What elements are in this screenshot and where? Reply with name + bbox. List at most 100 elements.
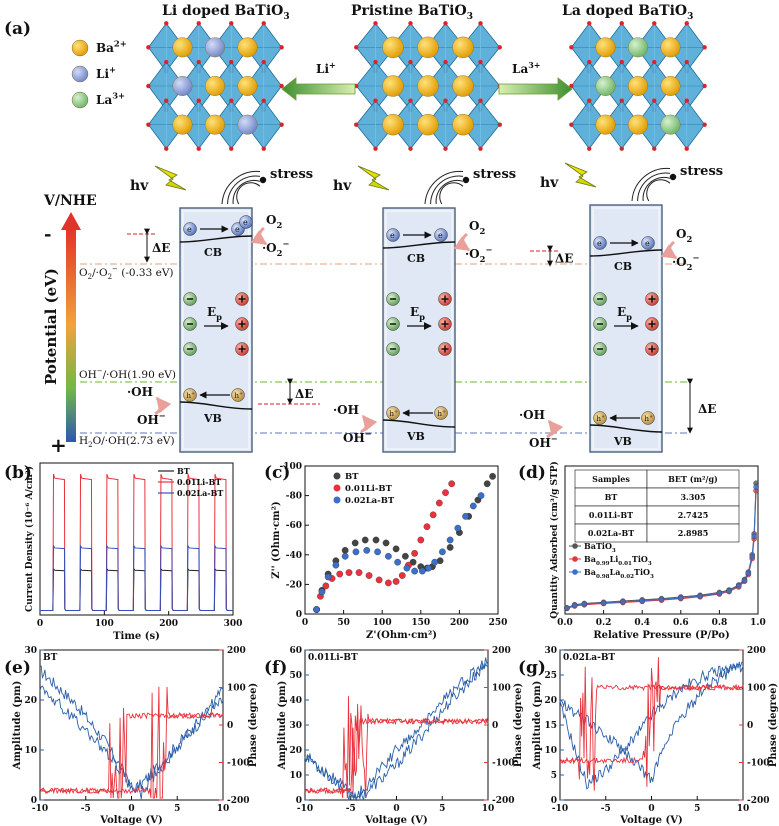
- legend-label: BT: [345, 472, 359, 482]
- stress-wave: [430, 175, 464, 205]
- electron-symbol: e: [187, 225, 192, 234]
- y-axis-label-right: Phase (degree): [768, 683, 779, 768]
- oxygen-atom: [373, 98, 378, 103]
- oxygen-atom: [684, 59, 689, 65]
- y-tick-label: 100: [227, 684, 246, 694]
- potential-o2: O2/·O2− (-0.33 eV): [79, 265, 174, 281]
- charge-carrier: [183, 222, 197, 236]
- data-point-BT: [382, 539, 390, 547]
- data-point-0.02La-BT: [418, 567, 426, 575]
- oh-ion-label: OH−: [529, 434, 558, 450]
- data-point-0.02La-BT: [318, 588, 326, 596]
- data-point: [678, 595, 684, 601]
- stress-label: stress: [270, 167, 313, 182]
- oxygen-atom: [478, 59, 483, 65]
- stress-wave: [439, 182, 464, 205]
- legend-marker: [333, 496, 341, 504]
- data-point-0.01Li-BT: [429, 511, 437, 519]
- data-point-0.01Li-BT: [423, 523, 431, 531]
- ion-legend-marker: [71, 65, 89, 83]
- chart-photocurrent: 0 100 200 300 Time (s) Current Density (10⁻⁶ …: [24, 462, 242, 642]
- oxygen-atom: [229, 98, 234, 103]
- oxidation-arrow: [360, 414, 378, 434]
- ep-label: Ep: [410, 305, 425, 322]
- chart-pfm-li: -10 -5 0 5 100102030405060-200-1000100200Vol…: [277, 646, 524, 826]
- y-tick-label: 200: [492, 646, 511, 656]
- x-axis-label: Relative Pressure (P/Po): [593, 630, 729, 641]
- table-header: BET (m²/g): [668, 474, 718, 484]
- table-value: BT: [605, 492, 618, 502]
- charge-carrier: [641, 236, 655, 250]
- phase-curve: [304, 705, 489, 799]
- x-tick-label: 0.2: [596, 618, 612, 628]
- hv-label: hv: [540, 175, 559, 191]
- superoxide-label: ·O2−: [465, 245, 493, 265]
- oxygen-atom: [164, 21, 169, 26]
- crystal-li-doped: [146, 21, 284, 151]
- data-point-0.02La-BT: [313, 606, 320, 613]
- oxygen-atom: [587, 59, 592, 65]
- oxygen-atom: [569, 83, 574, 89]
- oxygen-atom: [443, 59, 448, 65]
- a-site-cation: [205, 114, 225, 135]
- x-tick-label: -5: [346, 804, 356, 814]
- potential-axis-label: Potential (eV): [42, 268, 60, 385]
- chart-title: BT: [43, 653, 58, 663]
- ion-legend-label: La3+: [96, 91, 125, 107]
- light-bolt-icon: [154, 165, 187, 191]
- electron-symbol: e: [390, 231, 395, 240]
- table-value: 3.305: [680, 492, 705, 502]
- y-tick-label: 10: [544, 746, 557, 756]
- x-tick-label: 0: [302, 618, 308, 628]
- data-point: [735, 583, 742, 589]
- oxygen-atom: [229, 146, 234, 151]
- y-tick-label: 30: [544, 646, 557, 656]
- charge-carrier: [239, 215, 253, 229]
- a-site-cation: [172, 114, 193, 135]
- svg-text:+: +: [50, 433, 67, 457]
- oxygen-atom: [146, 45, 151, 50]
- y-tick-label: 20: [24, 696, 37, 706]
- oxygen-atom: [684, 98, 689, 103]
- y-tick-label: 100: [747, 684, 766, 694]
- hole-symbol: h+: [597, 414, 606, 423]
- y-tick-label: -20: [286, 580, 302, 590]
- x-tick-label: 5: [439, 804, 445, 814]
- y-axis-label-right: Phase (degree): [248, 683, 259, 768]
- oxygen-atom: [261, 59, 266, 65]
- plot-frame: [564, 465, 759, 615]
- oxygen-atom: [373, 146, 378, 151]
- data-point-0.02La-BT: [431, 558, 439, 566]
- charge-carrier: [183, 388, 197, 402]
- panel-label-a: (a): [4, 19, 31, 39]
- table-cell: [646, 523, 740, 543]
- phase-curve: [559, 666, 744, 791]
- y-tick-label: 200: [747, 646, 766, 656]
- x-tick-label: 10: [737, 804, 750, 814]
- data-point-0.02La-BT: [454, 524, 462, 532]
- a-site-cation: [237, 76, 258, 96]
- title-pristine: Pristine BaTiO3: [351, 3, 473, 22]
- oxygen-atom: [261, 98, 266, 103]
- x-tick-label: 200: [159, 619, 178, 629]
- a-site-cation: [172, 37, 193, 58]
- legend-marker: [572, 543, 578, 549]
- oxygen-atom: [408, 146, 413, 151]
- oxygen-atom: [408, 21, 413, 26]
- a-site-cation: [660, 37, 681, 58]
- y-tick-label: 100: [492, 684, 511, 694]
- title-li-doped: Li doped BaTiO3: [162, 3, 290, 22]
- a-site-cation: [205, 76, 225, 96]
- amplitude-curve: [559, 661, 744, 790]
- data-point: [600, 600, 607, 606]
- a-site-cation: [660, 76, 681, 96]
- oxygen-atom: [619, 59, 624, 65]
- x-tick-label: 0.0: [557, 618, 573, 628]
- x-tick-label: 10: [217, 804, 230, 814]
- a-site-cation: [628, 114, 648, 135]
- amplitude-curve: [39, 685, 224, 800]
- oxygen-atom: [652, 146, 657, 151]
- light-bolt-icon: [357, 165, 390, 191]
- data-point: [745, 570, 752, 577]
